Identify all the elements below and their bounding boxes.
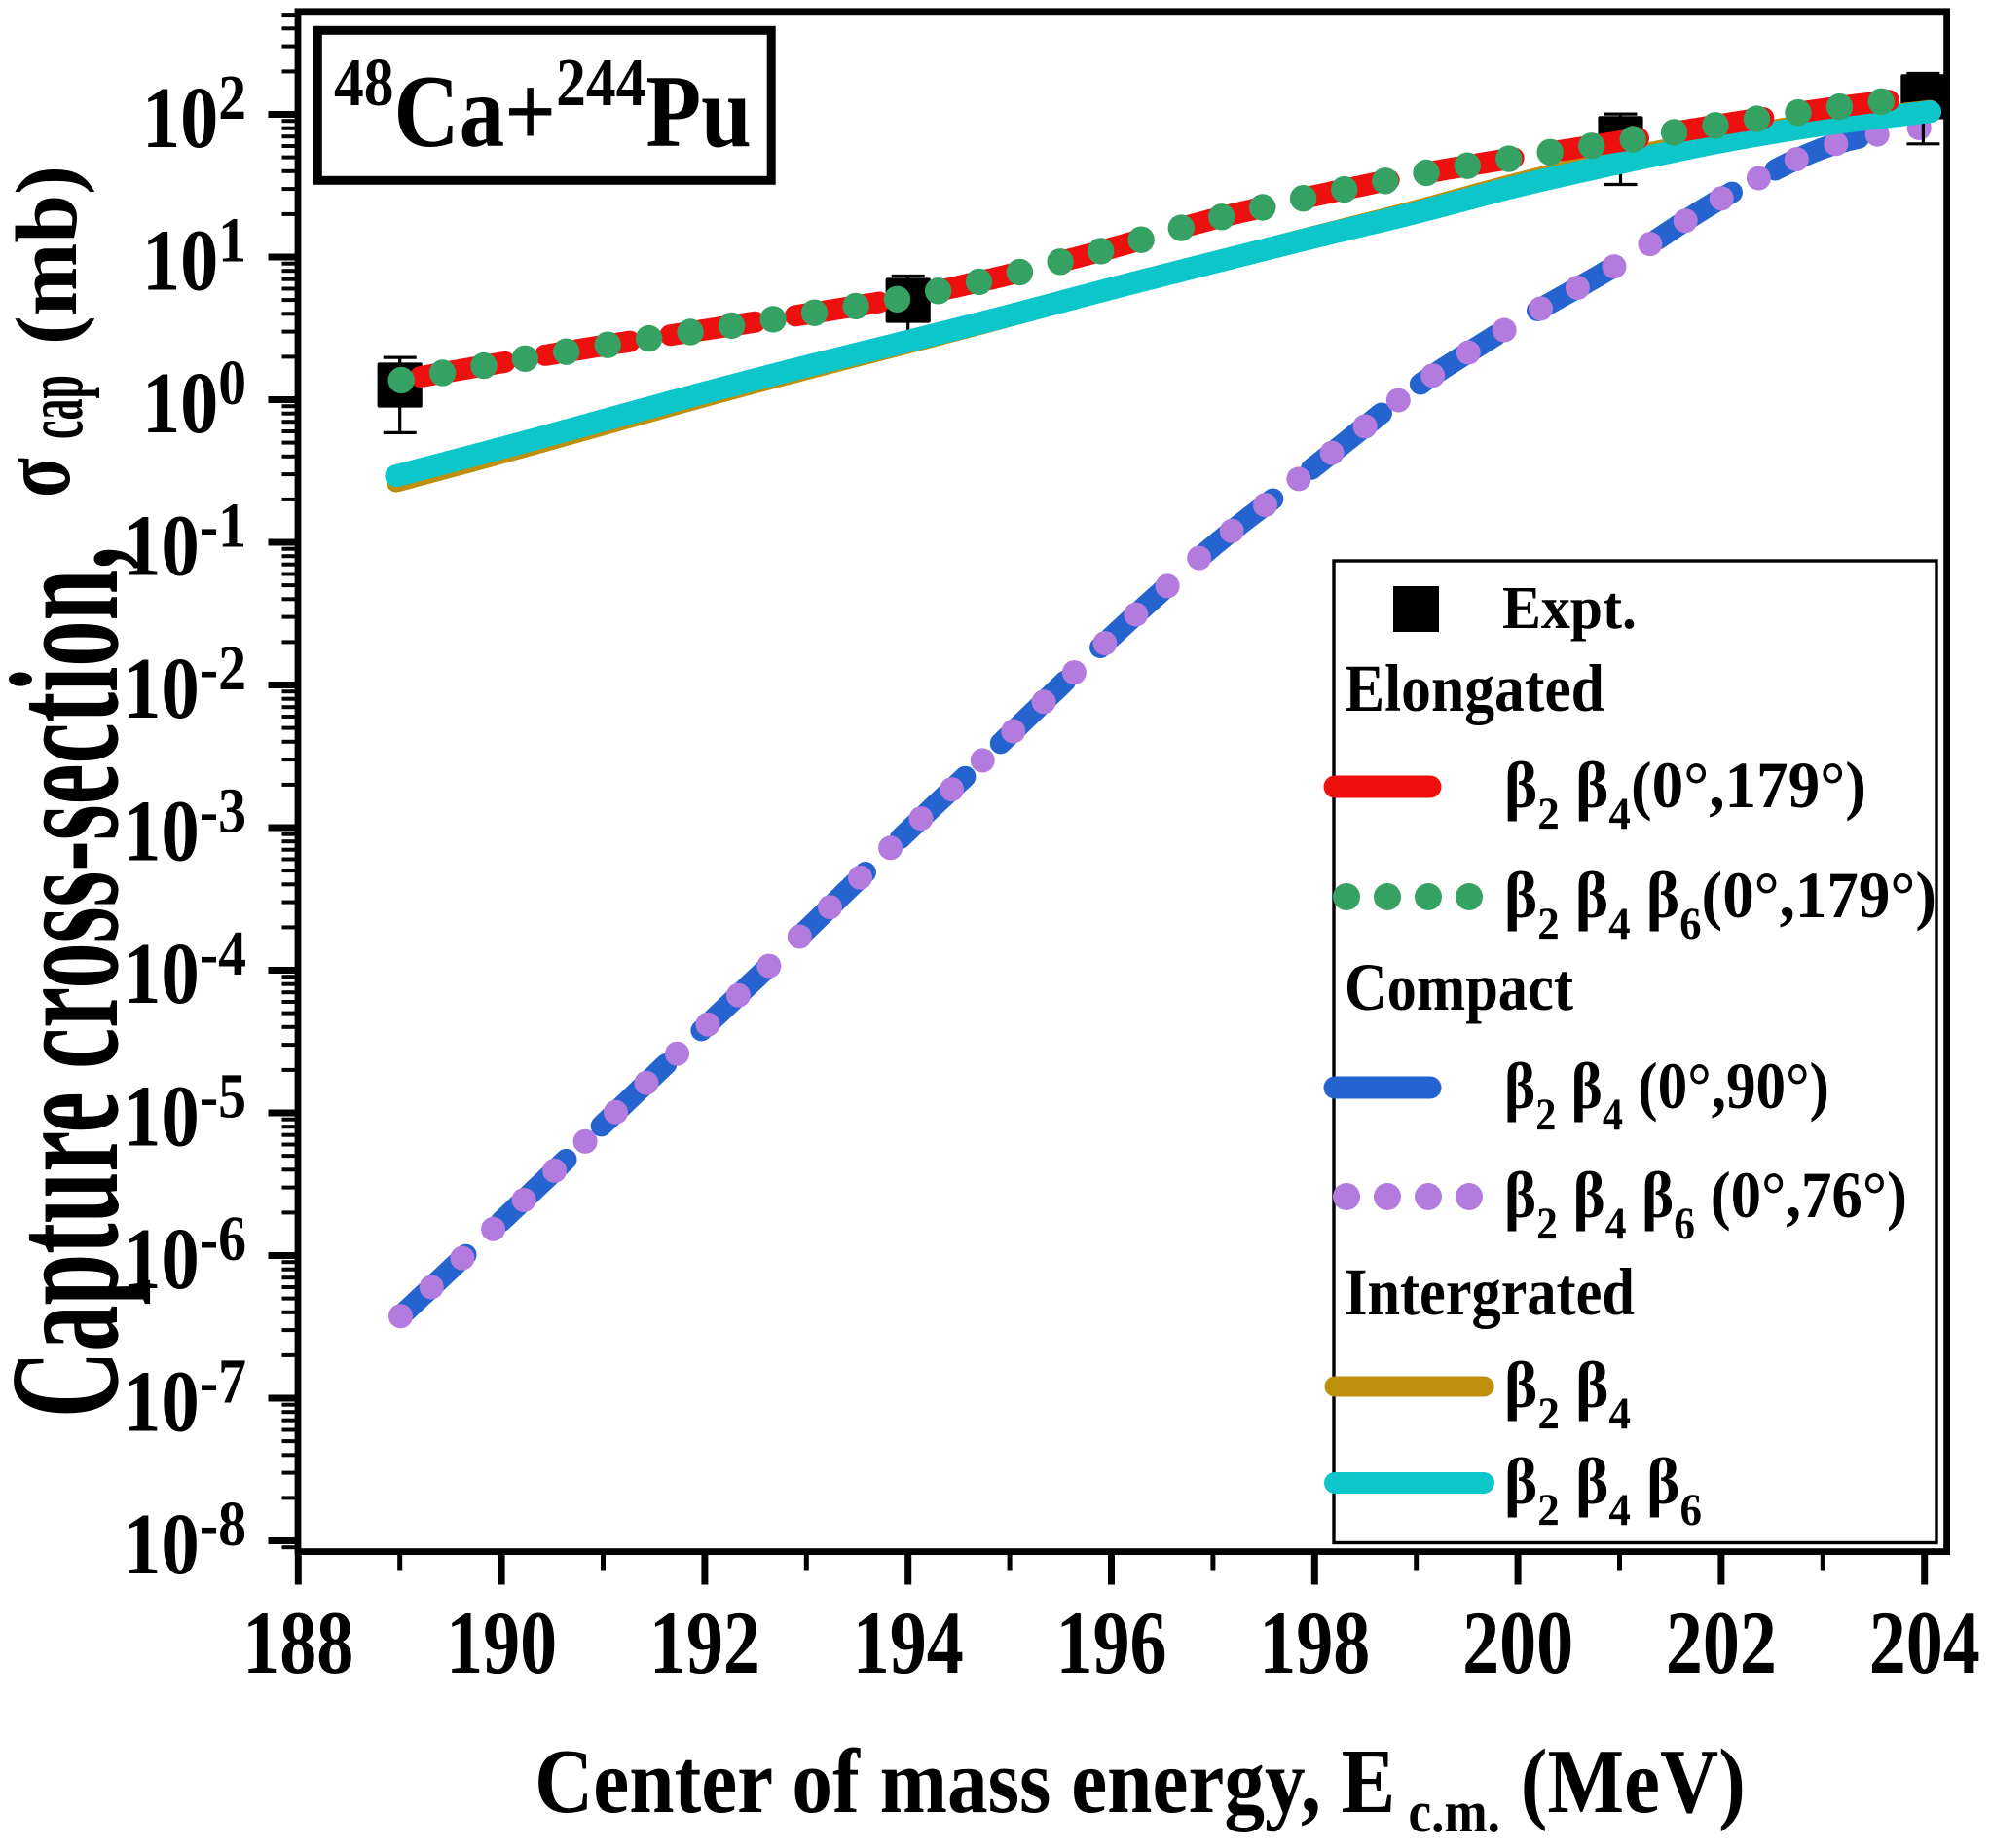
svg-text:10-3: 10-3 (123, 776, 246, 880)
svg-text:48Ca+244Pu: 48Ca+244Pu (334, 45, 752, 168)
svg-text:101: 101 (142, 205, 246, 310)
svg-text:(mb): (mb) (0, 166, 95, 345)
svg-text:Capture cross-section,: Capture cross-section, (0, 546, 151, 1418)
svg-text:202: 202 (1666, 1594, 1777, 1692)
svg-text:196: 196 (1056, 1594, 1167, 1692)
svg-text:188: 188 (242, 1594, 353, 1692)
svg-text:10-1: 10-1 (123, 491, 246, 595)
svg-text:194: 194 (853, 1594, 964, 1692)
svg-text:Expt.: Expt. (1502, 574, 1637, 643)
svg-text:204: 204 (1869, 1594, 1980, 1692)
svg-text:10-2: 10-2 (123, 634, 246, 738)
svg-text:Intergrated: Intergrated (1345, 1255, 1635, 1330)
svg-text:198: 198 (1259, 1594, 1370, 1692)
svg-text:Elongated: Elongated (1345, 652, 1604, 726)
svg-text:cap: cap (9, 375, 100, 439)
svg-text:192: 192 (649, 1594, 760, 1692)
svg-text:Compact: Compact (1345, 950, 1573, 1025)
svg-text:190: 190 (446, 1594, 557, 1692)
svg-text:200: 200 (1462, 1594, 1573, 1692)
svg-text:Center of mass energy, E c.m.: Center of mass energy, E c.m. (MeV) (535, 1731, 1746, 1843)
svg-text:σ: σ (0, 458, 92, 498)
